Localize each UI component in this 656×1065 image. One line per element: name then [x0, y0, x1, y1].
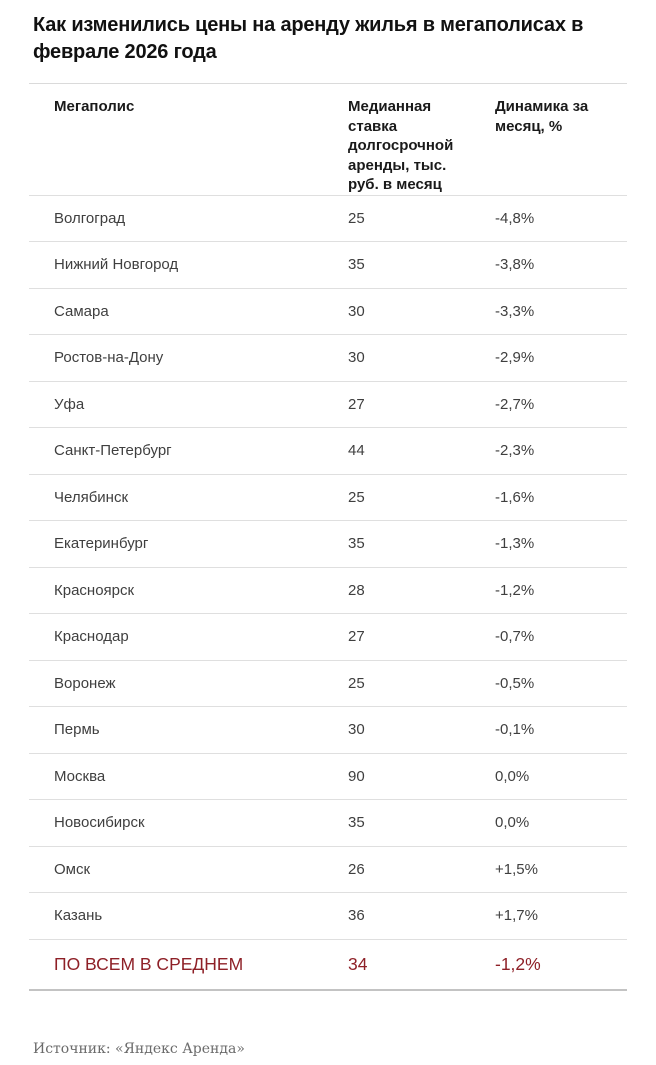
change-cell: -0,7%	[495, 628, 535, 646]
source-caption: Источник: «Яндекс Аренда»	[33, 1040, 245, 1057]
city-cell: Екатеринбург	[54, 535, 149, 553]
table-row: Самара 30 -3,3%	[29, 289, 627, 336]
table-row: Воронеж 25 -0,5%	[29, 661, 627, 708]
change-cell: -2,3%	[495, 442, 535, 460]
change-cell: -0,5%	[495, 674, 535, 692]
change-cell: -2,7%	[495, 395, 535, 413]
city-cell: Новосибирск	[54, 814, 145, 832]
table-row: Ростов-на-Дону 30 -2,9%	[29, 335, 627, 382]
change-cell: -0,1%	[495, 721, 535, 739]
change-cell: 0,0%	[495, 767, 530, 785]
table-row: Новосибирск 35 0,0%	[29, 800, 627, 847]
rate-cell: 25	[348, 674, 365, 692]
column-header-city: Мегаполис	[54, 98, 135, 116]
change-cell: -1,2%	[495, 581, 535, 599]
change-cell: 0,0%	[495, 814, 530, 832]
city-cell: Самара	[54, 302, 109, 320]
page-title: Как изменились цены на аренду жилья в ме…	[33, 14, 584, 63]
summary-change-value: -1,2%	[495, 953, 541, 974]
rate-cell: 28	[348, 581, 365, 599]
summary-row: ПО ВСЕМ В СРЕДНЕМ 34 -1,2%	[29, 940, 627, 991]
city-cell: Нижний Новгород	[54, 256, 179, 274]
rate-cell: 30	[348, 721, 365, 739]
table-row: Нижний Новгород 35 -3,8%	[29, 242, 627, 289]
city-cell: Краснодар	[54, 628, 129, 646]
rate-cell: 90	[348, 767, 365, 785]
rate-cell: 30	[348, 349, 365, 367]
city-cell: Омск	[54, 860, 91, 878]
change-cell: -4,8%	[495, 209, 535, 227]
table-row: Краснодар 27 -0,7%	[29, 614, 627, 661]
city-cell: Красноярск	[54, 581, 135, 599]
rate-cell: 25	[348, 209, 365, 227]
change-cell: -1,3%	[495, 535, 535, 553]
rate-cell: 35	[348, 535, 365, 553]
rate-cell: 30	[348, 302, 365, 320]
table-row: Казань 36 +1,7%	[29, 893, 627, 940]
summary-label: ПО ВСЕМ В СРЕДНЕМ	[54, 953, 244, 974]
city-cell: Санкт-Петербург	[54, 442, 172, 460]
rate-cell: 35	[348, 814, 365, 832]
change-cell: -1,6%	[495, 488, 535, 506]
rate-cell: 25	[348, 488, 365, 506]
rate-cell: 27	[348, 628, 365, 646]
city-cell: Ростов-на-Дону	[54, 349, 164, 367]
table-row: Уфа 27 -2,7%	[29, 382, 627, 429]
city-cell: Москва	[54, 767, 106, 785]
rate-cell: 26	[348, 860, 365, 878]
city-cell: Волгоград	[54, 209, 126, 227]
change-cell: -3,3%	[495, 302, 535, 320]
table-row: Пермь 30 -0,1%	[29, 707, 627, 754]
column-header-median-rate: Медианная ставка долгосрочной аренды, ты…	[348, 98, 454, 194]
table-header-row: Мегаполис Медианная ставка долгосрочной …	[29, 84, 627, 196]
city-cell: Пермь	[54, 721, 100, 739]
rate-cell: 36	[348, 907, 365, 925]
city-cell: Казань	[54, 907, 103, 925]
table-row: Красноярск 28 -1,2%	[29, 568, 627, 615]
city-cell: Челябинск	[54, 488, 129, 506]
table-row: Волгоград 25 -4,8%	[29, 196, 627, 243]
rate-cell: 27	[348, 395, 365, 413]
rent-table: Мегаполис Медианная ставка долгосрочной …	[29, 83, 627, 991]
table-row: Омск 26 +1,5%	[29, 847, 627, 894]
table-row: Санкт-Петербург 44 -2,3%	[29, 428, 627, 475]
rate-cell: 44	[348, 442, 365, 460]
change-cell: +1,5%	[495, 860, 538, 878]
summary-rate-value: 34	[348, 953, 368, 974]
change-cell: -3,8%	[495, 256, 535, 274]
change-cell: +1,7%	[495, 907, 538, 925]
table-row: Челябинск 25 -1,6%	[29, 475, 627, 522]
table-row: Екатеринбург 35 -1,3%	[29, 521, 627, 568]
city-cell: Уфа	[54, 395, 85, 413]
city-cell: Воронеж	[54, 674, 116, 692]
rate-cell: 35	[348, 256, 365, 274]
table-body: Волгоград 25 -4,8% Нижний Новгород 35 -3…	[29, 196, 627, 940]
change-cell: -2,9%	[495, 349, 535, 367]
table-row: Москва 90 0,0%	[29, 754, 627, 801]
column-header-monthly-change: Динамика за месяц, %	[495, 98, 589, 135]
